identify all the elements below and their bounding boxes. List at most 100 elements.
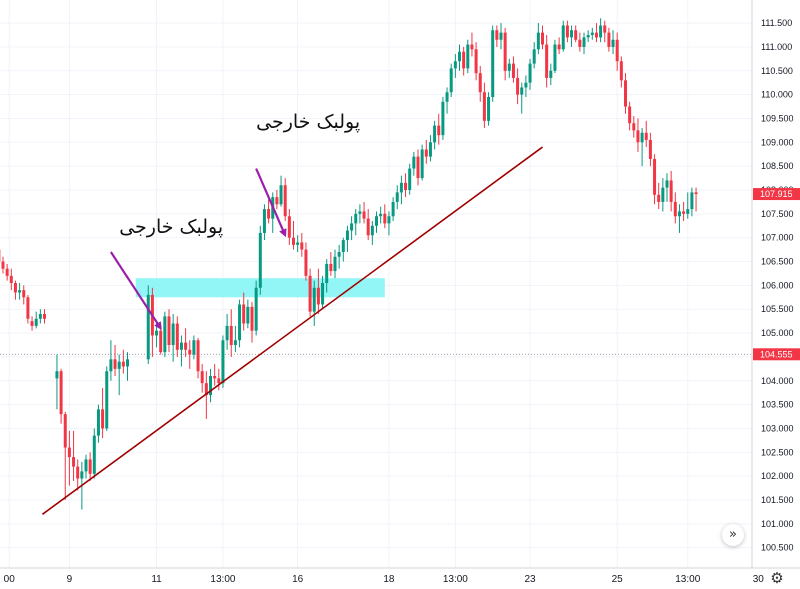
- candle: [213, 364, 217, 386]
- candle: [561, 20, 565, 52]
- candle-body: [557, 44, 561, 50]
- candle: [441, 97, 445, 140]
- candle-body: [379, 213, 383, 217]
- candle-body: [209, 376, 212, 396]
- candle: [175, 316, 179, 357]
- candle-body: [18, 290, 22, 293]
- candle: [424, 139, 428, 164]
- candle: [545, 35, 549, 88]
- candle: [420, 144, 424, 181]
- candle: [383, 204, 387, 229]
- candle-body: [76, 466, 80, 479]
- candle-body: [325, 263, 329, 283]
- candle-body: [350, 223, 354, 231]
- candle-body: [636, 130, 640, 143]
- scroll-to-realtime-button[interactable]: »: [722, 524, 744, 546]
- candle: [499, 23, 503, 50]
- candle: [200, 364, 204, 393]
- candle: [640, 128, 644, 167]
- candle-body: [619, 61, 623, 81]
- candle: [238, 299, 242, 348]
- candle: [677, 204, 681, 233]
- candle-body: [113, 359, 117, 369]
- candle-body: [213, 376, 217, 379]
- candle: [541, 25, 544, 50]
- candle-body: [283, 185, 287, 217]
- candle-body: [686, 209, 690, 214]
- y-tick-label: 109.000: [761, 137, 794, 147]
- candle-body: [511, 63, 515, 78]
- candle-body: [96, 409, 100, 436]
- candle-body: [524, 82, 528, 88]
- candle-body: [5, 268, 9, 276]
- candle-body: [532, 49, 536, 64]
- candle-body: [341, 240, 345, 252]
- settings-gear-icon[interactable]: ⚙: [770, 569, 784, 587]
- candle-body: [238, 304, 242, 341]
- candle: [532, 42, 536, 69]
- candle: [391, 197, 395, 221]
- candle-body: [661, 187, 665, 202]
- candle-body: [204, 383, 208, 396]
- candle-body: [399, 182, 403, 193]
- candle: [34, 311, 38, 329]
- y-tick-label: 110.000: [761, 90, 793, 100]
- x-tick-label: 18: [383, 574, 395, 585]
- candle-body: [607, 32, 611, 47]
- candle: [611, 30, 615, 55]
- candle: [59, 368, 63, 424]
- candle-body: [487, 97, 491, 121]
- candle: [615, 32, 619, 71]
- candle: [412, 151, 416, 176]
- candle-body: [433, 125, 437, 143]
- candle-body: [624, 80, 627, 107]
- candle-body: [121, 361, 125, 367]
- candle: [694, 187, 698, 212]
- candle-body: [163, 316, 167, 353]
- candle-body: [59, 371, 63, 415]
- candle-body: [420, 149, 424, 179]
- candle: [536, 23, 540, 55]
- candle-body: [171, 323, 175, 345]
- candle-body: [458, 51, 461, 62]
- candle: [574, 25, 578, 43]
- candle: [628, 101, 632, 131]
- candle: [570, 25, 574, 47]
- candle-body: [155, 330, 159, 336]
- x-tick-label: 13:00: [443, 574, 468, 585]
- candle-body: [395, 192, 399, 202]
- candle-body: [296, 242, 300, 245]
- candle-body: [159, 330, 163, 353]
- candle: [524, 75, 528, 97]
- candle: [287, 209, 291, 245]
- candle-body: [22, 290, 26, 298]
- candle-body: [329, 263, 333, 272]
- candle-body: [312, 287, 316, 312]
- candle: [636, 118, 640, 152]
- candle-body: [196, 340, 200, 372]
- candle: [221, 335, 225, 388]
- candle: [283, 178, 287, 221]
- candle: [507, 58, 511, 78]
- candle: [316, 268, 320, 314]
- candle: [387, 211, 391, 236]
- candle: [478, 66, 482, 102]
- y-tick-label: 106.500: [761, 257, 794, 267]
- candle-body: [254, 287, 258, 331]
- candle: [217, 368, 221, 391]
- candle-body: [233, 340, 237, 345]
- x-tick-label: 00: [4, 574, 16, 585]
- candle: [433, 120, 437, 150]
- candle: [38, 309, 42, 324]
- candle-body: [536, 32, 540, 50]
- x-tick-label: 23: [524, 574, 536, 585]
- candle: [657, 182, 661, 210]
- candle: [474, 42, 478, 81]
- candle: [179, 335, 183, 367]
- candle-body: [370, 225, 374, 236]
- candle-body: [578, 39, 582, 47]
- candle: [462, 46, 466, 76]
- candle: [665, 173, 669, 202]
- candle-body: [92, 435, 96, 474]
